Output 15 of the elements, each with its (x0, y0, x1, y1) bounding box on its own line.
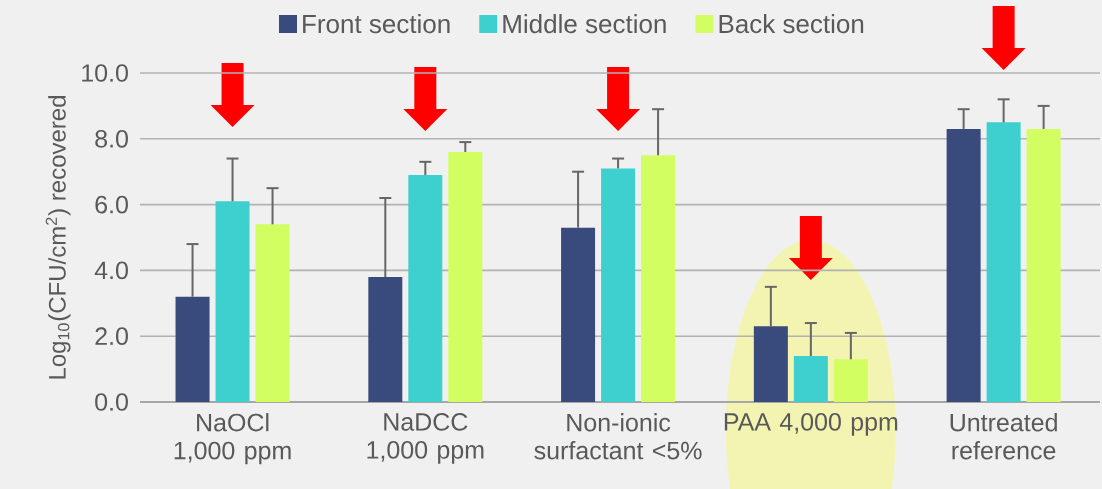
legend-label: Middle section (503, 14, 666, 34)
y-tick-label: 4.0 (94, 261, 128, 280)
x-tick-label: Untreated reference (950, 413, 1057, 460)
x-tick-label: Non-ionic surfactant <5% (534, 413, 702, 460)
x-tick-label: NaDCC 1,000 ppm (367, 413, 484, 464)
legend-label: Front section (303, 14, 450, 34)
y-tick-label: 0.0 (95, 393, 128, 411)
y-axis-title: Log$_{10}$(CFU/cm$^{2}$) recovered (45, 96, 71, 379)
y-tick-label: 10.0 (82, 64, 128, 82)
legend-label: Back section (719, 14, 864, 34)
x-tick-label: NaOCl 1,000 ppm (174, 413, 291, 465)
y-tick-label: 2.0 (95, 327, 128, 346)
y-tick-label: 6.0 (95, 195, 128, 214)
x-tick-label: PAA 4,000 ppm (724, 413, 898, 436)
y-tick-label: 8.0 (95, 129, 128, 148)
